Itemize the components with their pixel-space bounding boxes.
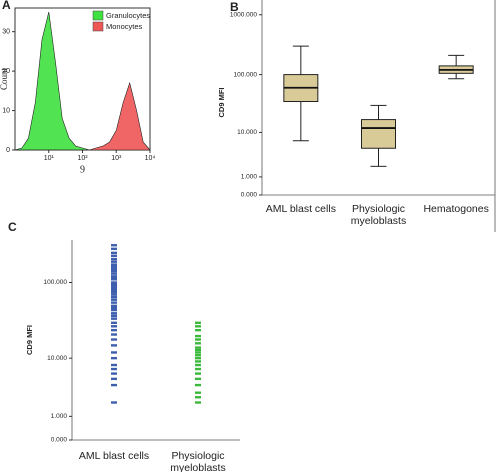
x-tick-label: Physiologic myeloblasts [170,450,226,472]
y-tick-label: 1.000 [51,413,68,420]
x-tick-label: AML blast cells [265,203,336,215]
panel-label: A [2,0,11,12]
y-tick-label: 10.000 [47,355,67,362]
y-axis-label: Count [0,68,9,91]
panel-label: C [8,220,17,234]
y-tick-label: 10 [2,107,10,114]
y-tick-label: 100.000 [44,279,68,286]
box [361,119,396,149]
legend-label: Granulocytes [106,11,150,20]
y-tick-label: 20 [2,68,10,75]
x-tick-label: AML blast cells [78,450,150,462]
x-tick-label: 10³ [111,155,122,162]
x-tick-label: 10² [77,155,88,162]
y-tick-label: 0.000 [241,192,258,199]
y-tick-label: 100.000 [234,71,258,78]
y-tick-label: 10.000 [237,129,257,136]
legend-swatch [92,10,104,21]
x-tick-label: Physiologic myeloblasts [350,203,407,227]
x-tick-label: Hematogones [423,203,489,215]
y-tick-label: 30 [2,29,10,36]
y-tick-label: 0.000 [51,437,68,444]
plot-frame [71,240,240,441]
y-axis-label: CD9 MFI [217,88,226,118]
x-axis-label: 9 [80,164,85,175]
y-tick-label: 1000.000 [230,11,257,18]
legend-swatch [92,21,104,32]
legend-label: Monocytes [106,22,143,31]
y-tick-label: 1.000 [241,174,258,181]
x-tick-label: 10⁴ [145,155,156,162]
y-tick-label: 0 [6,147,10,154]
area [15,81,151,151]
y-axis-label: CD9 MFI [25,325,34,355]
panel-label: B [230,0,239,14]
x-tick-label: 10¹ [44,155,55,162]
